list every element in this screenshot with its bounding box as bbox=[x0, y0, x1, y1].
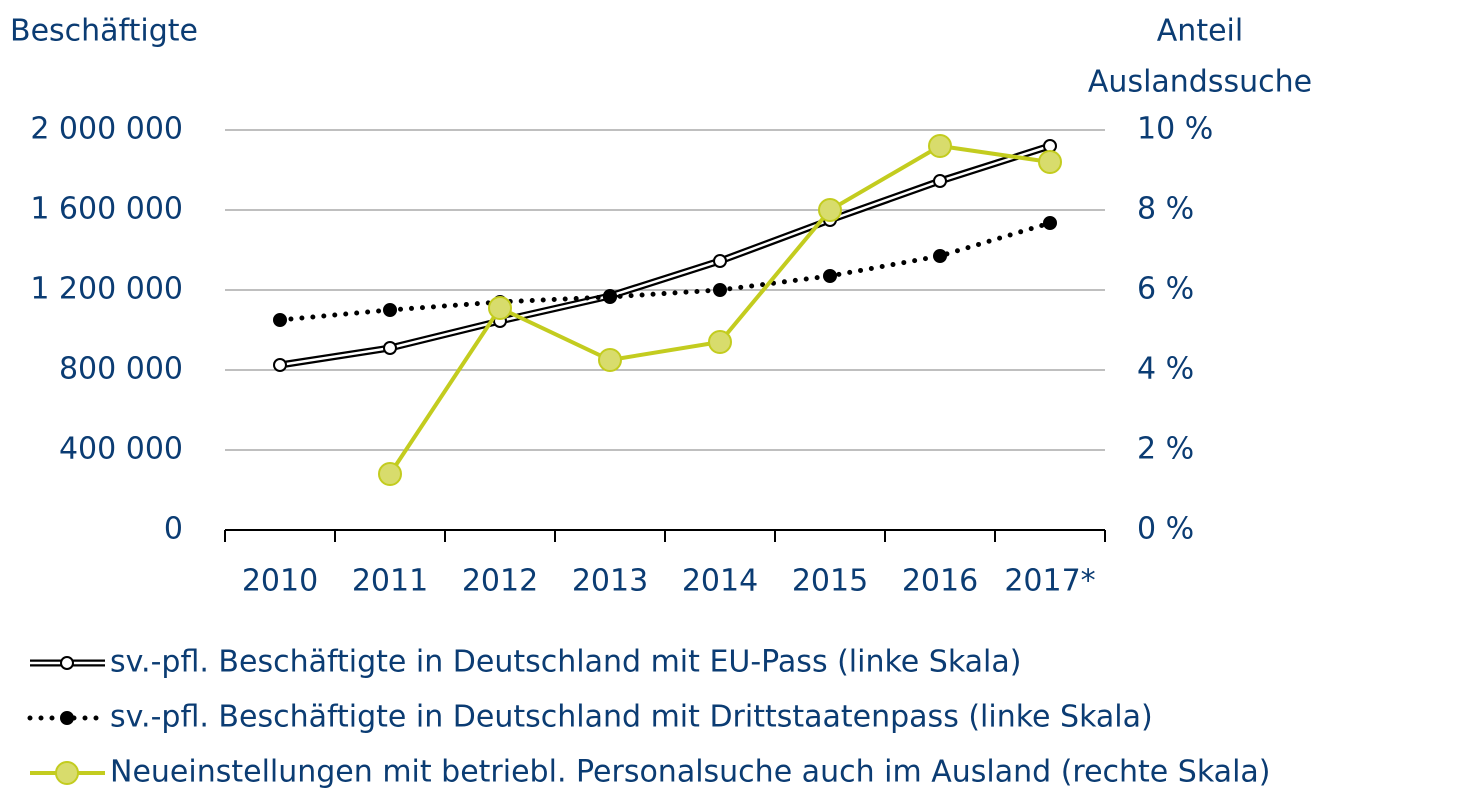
y2-axis-title: Anteil bbox=[1157, 14, 1243, 49]
x-tick-label: 2011 bbox=[352, 564, 428, 599]
data-point bbox=[1043, 216, 1057, 230]
x-tick-label: 2016 bbox=[902, 564, 978, 599]
data-point bbox=[818, 198, 842, 222]
legend-marker bbox=[60, 711, 74, 725]
data-point bbox=[708, 330, 732, 354]
data-point bbox=[1038, 150, 1062, 174]
data-point bbox=[378, 462, 402, 486]
y2-axis-title: Auslandssuche bbox=[1088, 65, 1312, 100]
data-point bbox=[933, 249, 947, 263]
data-point bbox=[928, 134, 952, 158]
y-tick-label: 2 000 000 bbox=[30, 112, 183, 147]
y2-tick-label: 2 % bbox=[1137, 432, 1194, 467]
y-tick-label: 0 bbox=[164, 512, 183, 547]
data-point bbox=[598, 348, 622, 372]
data-point bbox=[273, 358, 287, 372]
data-point bbox=[713, 283, 727, 297]
data-point bbox=[713, 254, 727, 268]
legend-marker bbox=[60, 656, 74, 670]
x-tick-label: 2012 bbox=[462, 564, 538, 599]
data-point bbox=[488, 296, 512, 320]
y-tick-label: 1 600 000 bbox=[30, 192, 183, 227]
data-point bbox=[823, 269, 837, 283]
legend-label: Neueinstellungen mit betriebl. Personals… bbox=[110, 755, 1271, 790]
legend-marker bbox=[55, 761, 79, 785]
x-tick-label: 2014 bbox=[682, 564, 758, 599]
y2-tick-label: 6 % bbox=[1137, 272, 1194, 307]
series-line bbox=[277, 220, 1053, 323]
y-tick-label: 1 200 000 bbox=[30, 272, 183, 307]
x-tick-label: 2017* bbox=[1004, 564, 1095, 599]
x-tick-label: 2013 bbox=[572, 564, 648, 599]
legend-label: sv.-pfl. Beschäftigte in Deutschland mit… bbox=[110, 645, 1021, 680]
data-point bbox=[933, 174, 947, 188]
y-tick-label: 800 000 bbox=[59, 352, 183, 387]
data-point bbox=[383, 303, 397, 317]
x-tick-label: 2010 bbox=[242, 564, 318, 599]
data-point bbox=[273, 313, 287, 327]
legend-label: sv.-pfl. Beschäftigte in Deutschland mit… bbox=[110, 700, 1153, 735]
y-axis-title: Beschäftigte bbox=[10, 14, 198, 49]
data-point bbox=[383, 341, 397, 355]
y2-tick-label: 4 % bbox=[1137, 352, 1194, 387]
y2-tick-label: 10 % bbox=[1137, 112, 1213, 147]
y-tick-label: 400 000 bbox=[59, 432, 183, 467]
x-tick-label: 2015 bbox=[792, 564, 868, 599]
y2-tick-label: 0 % bbox=[1137, 512, 1194, 547]
data-point bbox=[603, 290, 617, 304]
series-line bbox=[279, 144, 1051, 367]
y2-tick-label: 8 % bbox=[1137, 192, 1194, 227]
